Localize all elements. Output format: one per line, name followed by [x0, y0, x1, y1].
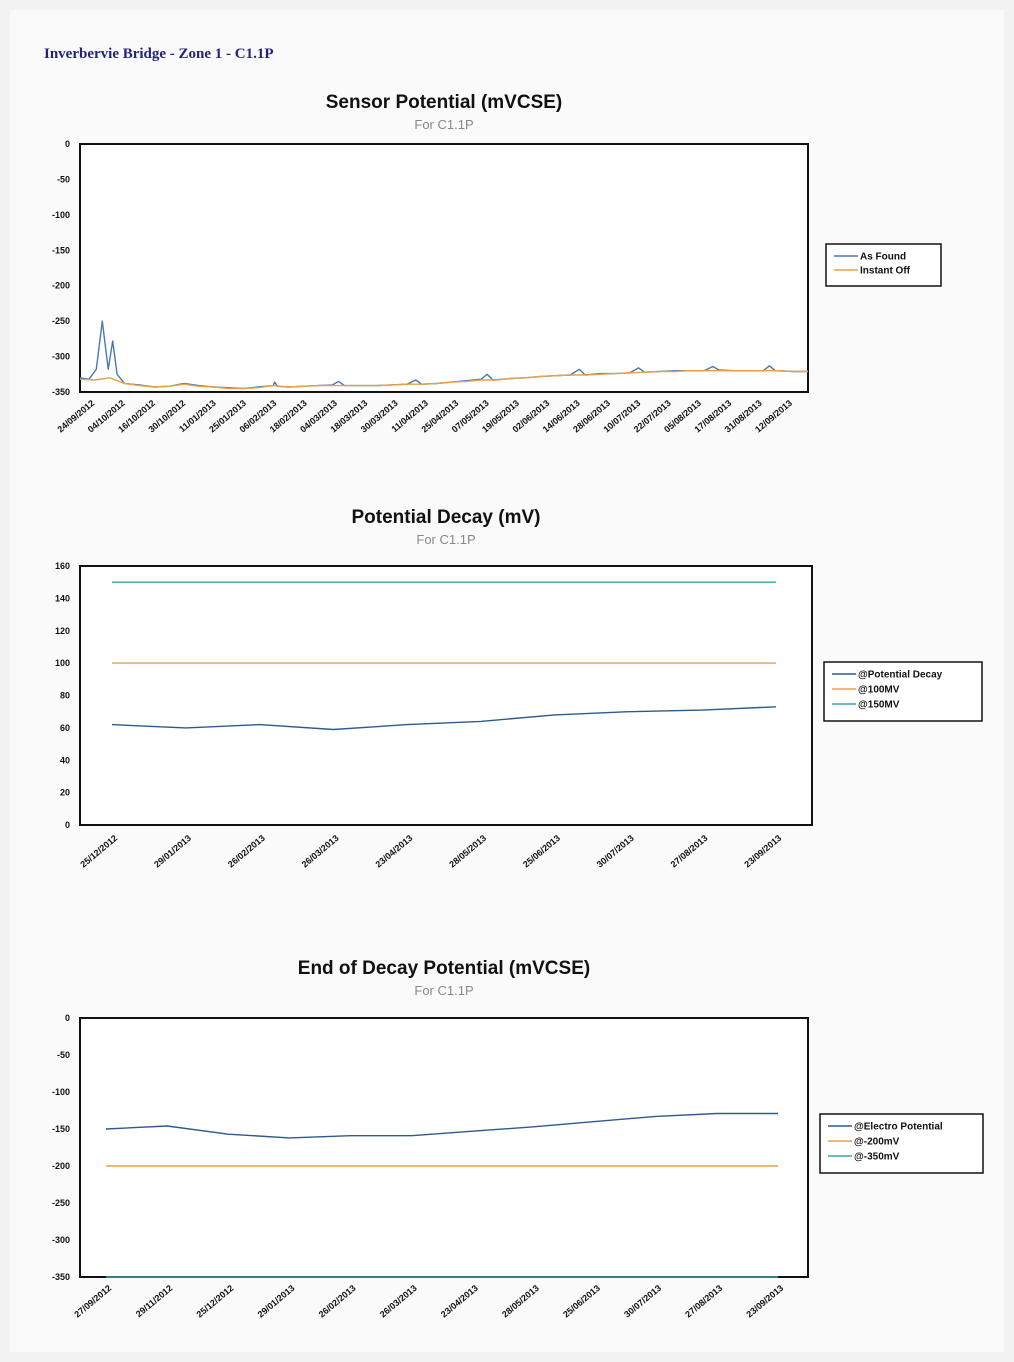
x-tick-label: 27/08/2013 — [683, 1283, 724, 1320]
x-tick-label: 29/01/2013 — [256, 1283, 297, 1320]
legend-box — [819, 1113, 984, 1174]
legend-entry: @150MV — [858, 700, 900, 711]
x-tick-label: 23/09/2013 — [744, 1283, 785, 1320]
y-tick-label: -200 — [52, 281, 70, 291]
y-tick-label: -250 — [52, 1198, 70, 1208]
legend-entry: @100MV — [858, 685, 900, 696]
x-tick-label: 29/11/2012 — [134, 1283, 175, 1319]
y-tick-label: -50 — [57, 174, 70, 184]
plot-area — [79, 143, 809, 393]
chart-subtitle: For C1.1P — [414, 117, 473, 132]
y-tick-label: -350 — [52, 1272, 70, 1282]
y-tick-label: -350 — [52, 387, 70, 397]
x-tick-label: 25/06/2013 — [561, 1283, 602, 1320]
y-tick-label: 100 — [55, 658, 70, 668]
potential-decay-chart: Potential Decay (mV) For C1.1P 160 140 120 10… — [55, 507, 983, 869]
legend-entry: @Potential Decay — [858, 670, 943, 681]
series-line-0 — [111, 706, 777, 731]
y-tick-label: 0 — [65, 1013, 70, 1023]
chart-title: End of Decay Potential (mVCSE) — [298, 958, 590, 979]
y-tick-label: 140 — [55, 593, 70, 603]
legend-box — [825, 243, 942, 287]
y-tick-label: -50 — [57, 1050, 70, 1060]
x-tick-label: 25/12/2012 — [195, 1283, 236, 1320]
series-line-0 — [105, 1112, 778, 1139]
plot-area — [79, 1017, 809, 1278]
end-of-decay-chart: End of Decay Potential (mVCSE) For C1.1P 0… — [52, 958, 984, 1320]
y-tick-label: 120 — [55, 626, 70, 636]
chart-subtitle: For C1.1P — [414, 983, 473, 998]
y-tick-label: -150 — [52, 245, 70, 255]
y-tick-label: -100 — [52, 1087, 70, 1097]
y-tick-label: 160 — [55, 561, 70, 571]
x-tick-label: 26/02/2013 — [317, 1283, 358, 1320]
x-tick-label: 26/03/2013 — [378, 1283, 419, 1320]
chart-title: Sensor Potential (mVCSE) — [326, 92, 563, 113]
y-tick-label: 0 — [65, 139, 70, 149]
chart-title: Potential Decay (mV) — [352, 507, 541, 528]
x-tick-label: 27/09/2012 — [72, 1283, 113, 1320]
report-page: Inverbervie Bridge - Zone 1 - C1.1P Sens… — [10, 10, 1004, 1352]
plot-area — [79, 565, 813, 826]
y-tick-label: 20 — [60, 788, 70, 798]
y-tick-label: 0 — [65, 820, 70, 830]
document-title: Inverbervie Bridge - Zone 1 - C1.1P — [44, 46, 274, 62]
legend-entry: @-350mV — [854, 1152, 900, 1163]
y-tick-label: 80 — [60, 691, 70, 701]
x-tick-label: 23/04/2013 — [439, 1283, 480, 1320]
y-tick-label: 40 — [60, 755, 70, 765]
legend-box — [823, 661, 983, 722]
y-tick-label: -100 — [52, 210, 70, 220]
legend-entry: Instant Off — [860, 266, 911, 277]
legend-entry: As Found — [860, 252, 906, 263]
legend-entry: @-200mV — [854, 1137, 900, 1148]
y-tick-label: -150 — [52, 1124, 70, 1134]
x-tick-label: 30/07/2013 — [622, 1283, 663, 1320]
y-tick-label: -200 — [52, 1161, 70, 1171]
chart-subtitle: For C1.1P — [416, 532, 475, 547]
sensor-potential-chart: Sensor Potential (mVCSE) For C1.1P 0 -50 -10… — [52, 92, 942, 434]
x-tick-label: 28/05/2013 — [500, 1283, 541, 1320]
y-tick-label: 60 — [60, 723, 70, 733]
y-tick-label: -300 — [52, 352, 70, 362]
series-line-1 — [79, 370, 808, 390]
legend-entry: @Electro Potential — [854, 1122, 943, 1133]
y-tick-label: -300 — [52, 1235, 70, 1245]
y-tick-label: -250 — [52, 316, 70, 326]
